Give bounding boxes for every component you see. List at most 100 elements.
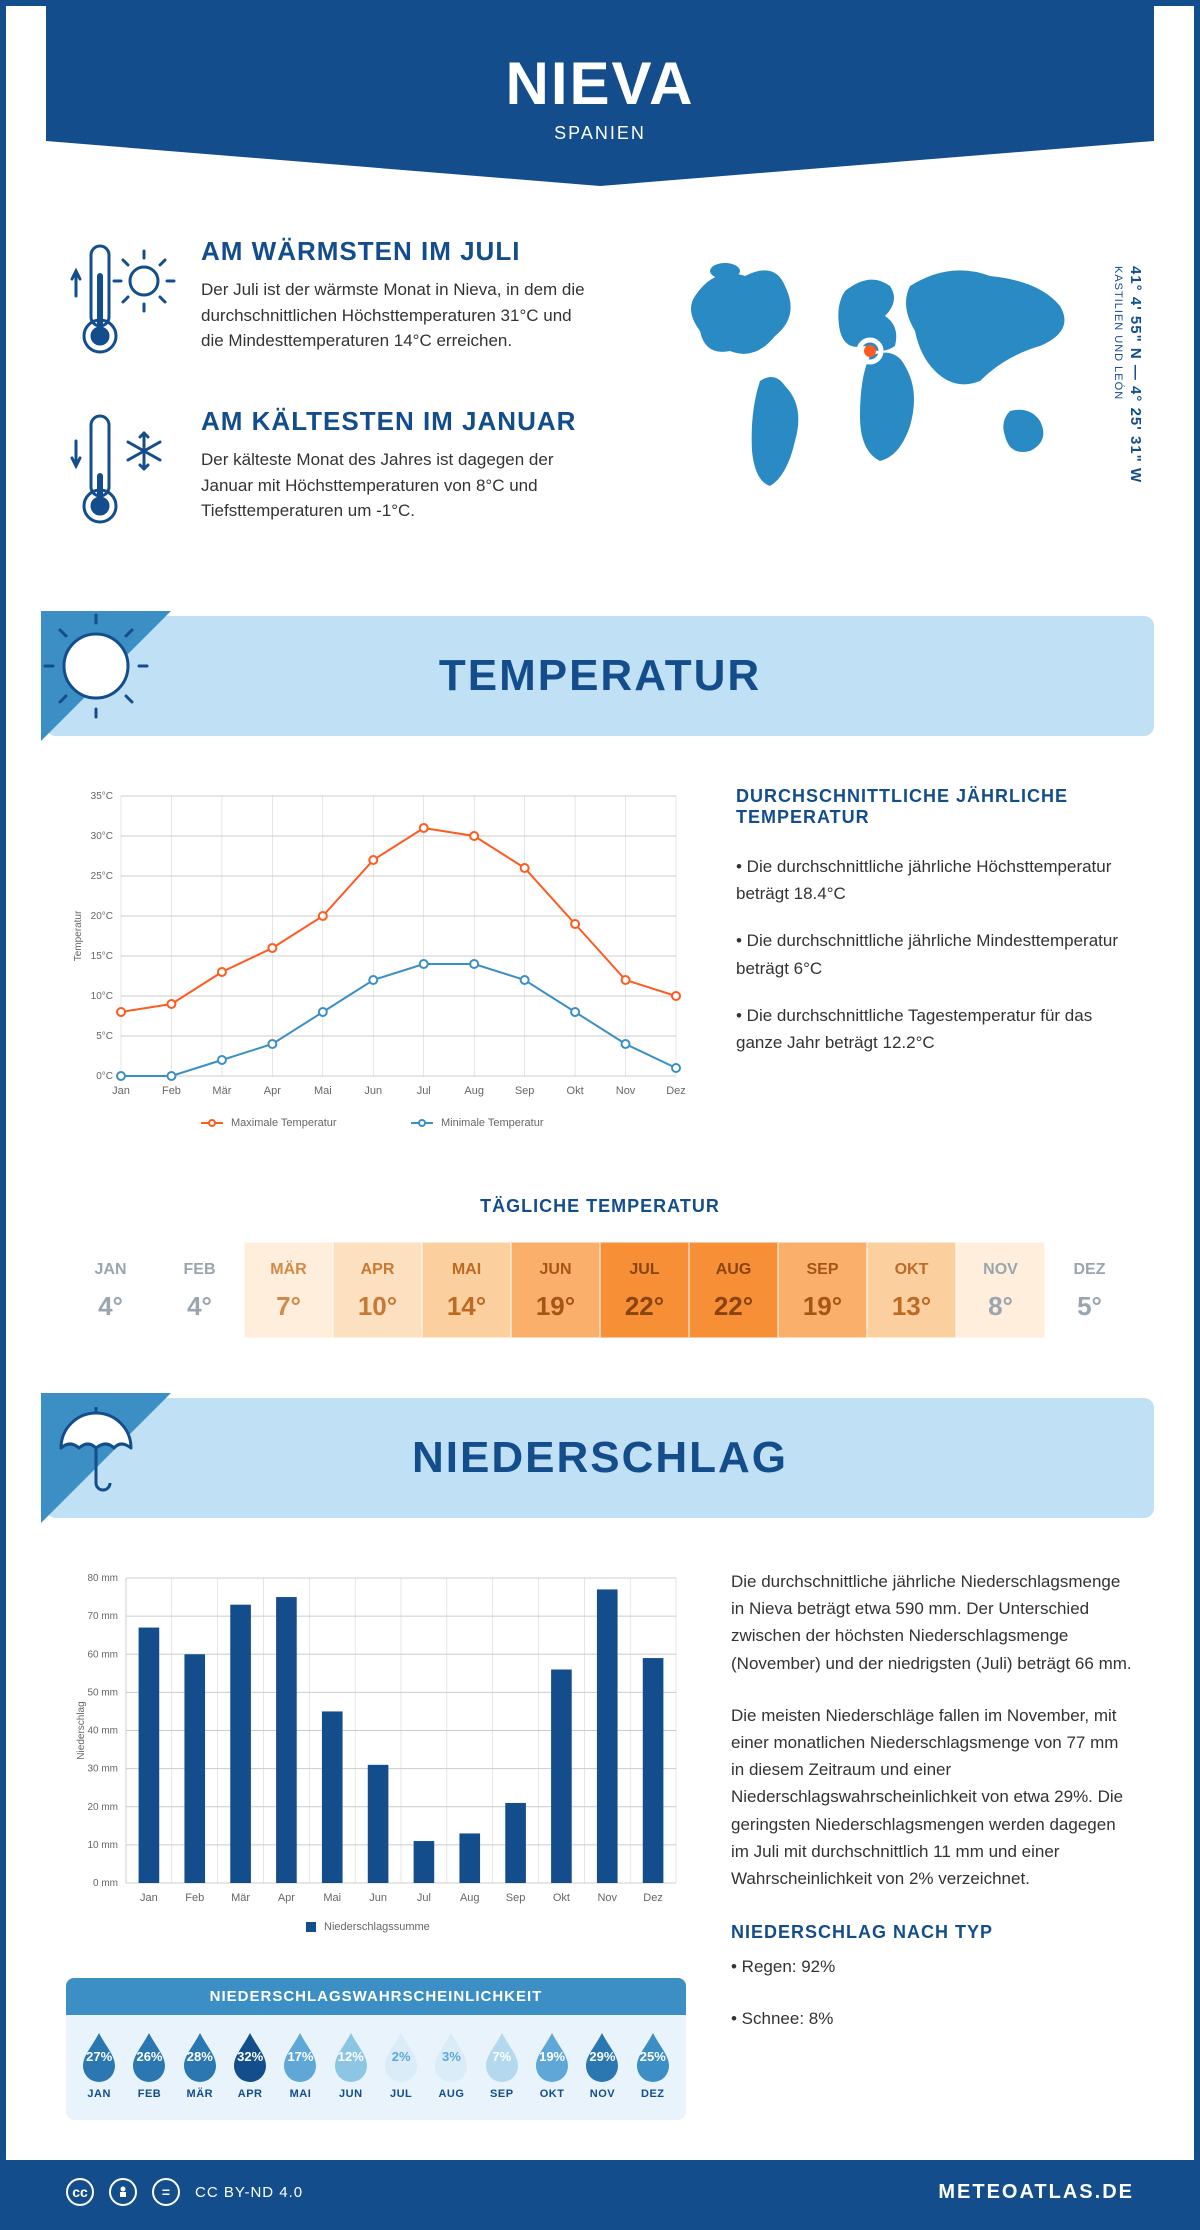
svg-text:Jun: Jun [369, 1892, 387, 1904]
svg-text:Minimale Temperatur: Minimale Temperatur [441, 1117, 544, 1129]
precipitation-bar-chart: 0 mm10 mm20 mm30 mm40 mm50 mm60 mm70 mm8… [66, 1568, 686, 1948]
daily-temp-cell: AUG22° [689, 1242, 778, 1338]
precip-type-title: NIEDERSCHLAG NACH TYP [731, 1922, 1134, 1943]
coords-line2: KASTILIEN UND LEÓN [1112, 266, 1124, 400]
svg-text:50 mm: 50 mm [87, 1687, 118, 1698]
daily-temp-cell: SEP19° [778, 1242, 867, 1338]
probability-cell: 29%NOV [579, 2030, 625, 2100]
daily-temp-cell: JUN19° [511, 1242, 600, 1338]
daily-temp-cell: NOV8° [956, 1242, 1045, 1338]
daily-temp-cell: APR10° [333, 1242, 422, 1338]
probability-cell: 3%AUG [428, 2030, 474, 2100]
fact-warmest: AM WÄRMSTEN IM JULI Der Juli ist der wär… [66, 236, 586, 366]
daily-temp-cell: MÄR7° [244, 1242, 333, 1338]
svg-text:Okt: Okt [567, 1085, 584, 1097]
precipitation-banner: NIEDERSCHLAG [46, 1398, 1154, 1518]
probability-title: NIEDERSCHLAGSWAHRSCHEINLICHKEIT [66, 1978, 686, 2015]
probability-cell: 26%FEB [126, 2030, 172, 2100]
country-name: SPANIEN [554, 123, 646, 144]
svg-text:Jul: Jul [417, 1085, 431, 1097]
probability-cell: 7%SEP [479, 2030, 525, 2100]
precip-type-p2: • Schnee: 8% [731, 2005, 1134, 2032]
precipitation-title: NIEDERSCHLAG [46, 1433, 1154, 1483]
svg-text:15°C: 15°C [91, 951, 113, 962]
nd-icon: = [152, 2178, 180, 2206]
svg-text:Okt: Okt [553, 1892, 570, 1904]
daily-temp-cell: MAI14° [422, 1242, 511, 1338]
umbrella-icon [41, 1393, 171, 1523]
probability-cell: 17%MAI [277, 2030, 323, 2100]
probability-cell: 12%JUN [328, 2030, 374, 2100]
probability-panel: NIEDERSCHLAGSWAHRSCHEINLICHKEIT 27%JAN26… [66, 1978, 686, 2120]
precip-type-p1: • Regen: 92% [731, 1953, 1134, 1980]
temp-text-p1: • Die durchschnittliche jährliche Höchst… [736, 853, 1134, 907]
svg-text:Sep: Sep [515, 1085, 535, 1097]
svg-text:20 mm: 20 mm [87, 1802, 118, 1813]
svg-text:35°C: 35°C [91, 791, 113, 802]
fact-cold-title: AM KÄLTESTEN IM JANUAR [201, 406, 586, 437]
daily-temp-cell: DEZ5° [1045, 1242, 1134, 1338]
daily-temp-cell: JUL22° [600, 1242, 689, 1338]
probability-cell: 19%OKT [529, 2030, 575, 2100]
temperature-row: 0°C5°C10°C15°C20°C25°C30°C35°CJanFebMärA… [6, 736, 1194, 1176]
svg-text:Dez: Dez [666, 1085, 686, 1097]
intro-facts: AM WÄRMSTEN IM JULI Der Juli ist der wär… [66, 236, 586, 576]
temperature-text: DURCHSCHNITTLICHE JÄHRLICHE TEMPERATUR •… [736, 786, 1134, 1146]
svg-text:10 mm: 10 mm [87, 1840, 118, 1851]
svg-text:Sep: Sep [506, 1892, 526, 1904]
header-banner: NIEVA SPANIEN [46, 6, 1154, 186]
svg-text:Jul: Jul [417, 1892, 431, 1904]
svg-text:Nov: Nov [597, 1892, 617, 1904]
svg-text:Jun: Jun [364, 1085, 382, 1097]
svg-text:Feb: Feb [162, 1085, 181, 1097]
intro-section: AM WÄRMSTEN IM JULI Der Juli ist der wär… [6, 186, 1194, 616]
svg-text:Aug: Aug [464, 1085, 484, 1097]
intro-map-column: 41° 4' 55" N — 4° 25' 31" W KASTILIEN UN… [626, 236, 1134, 576]
svg-text:Jan: Jan [140, 1892, 158, 1904]
temp-text-p2: • Die durchschnittliche jährliche Mindes… [736, 927, 1134, 981]
precip-p2: Die meisten Niederschläge fallen im Nove… [731, 1702, 1134, 1892]
svg-text:Jan: Jan [112, 1085, 130, 1097]
svg-text:Maximale Temperatur: Maximale Temperatur [231, 1117, 337, 1129]
probability-cell: 2%JUL [378, 2030, 424, 2100]
temp-text-title: DURCHSCHNITTLICHE JÄHRLICHE TEMPERATUR [736, 786, 1134, 828]
probability-cell: 25%DEZ [630, 2030, 676, 2100]
license-text: CC BY-ND 4.0 [195, 2184, 303, 2201]
daily-temp-cell: OKT13° [867, 1242, 956, 1338]
svg-text:70 mm: 70 mm [87, 1611, 118, 1622]
svg-text:30 mm: 30 mm [87, 1764, 118, 1775]
svg-text:60 mm: 60 mm [87, 1649, 118, 1660]
svg-text:Aug: Aug [460, 1892, 480, 1904]
svg-text:Dez: Dez [643, 1892, 663, 1904]
svg-text:Temperatur: Temperatur [73, 910, 84, 961]
svg-text:Mai: Mai [323, 1892, 341, 1904]
fact-coldest: AM KÄLTESTEN IM JANUAR Der kälteste Mona… [66, 406, 586, 536]
coords-line1: 41° 4' 55" N — 4° 25' 31" W [1127, 266, 1144, 483]
world-map [665, 236, 1095, 516]
svg-text:Mär: Mär [212, 1085, 231, 1097]
svg-text:25°C: 25°C [91, 871, 113, 882]
svg-text:Feb: Feb [185, 1892, 204, 1904]
svg-text:20°C: 20°C [91, 911, 113, 922]
city-name: NIEVA [506, 49, 695, 118]
cc-icon: cc [66, 2178, 94, 2206]
probability-row: 27%JAN26%FEB28%MÄR32%APR17%MAI12%JUN2%JU… [66, 2015, 686, 2105]
temperature-line-chart: 0°C5°C10°C15°C20°C25°C30°C35°CJanFebMärA… [66, 786, 686, 1146]
daily-temp-cell: FEB4° [155, 1242, 244, 1338]
fact-warm-title: AM WÄRMSTEN IM JULI [201, 236, 586, 267]
daily-temp-title: TÄGLICHE TEMPERATUR [6, 1196, 1194, 1217]
svg-text:Niederschlagssumme: Niederschlagssumme [324, 1921, 430, 1933]
svg-text:Niederschlag: Niederschlag [76, 1701, 87, 1759]
temperature-banner: TEMPERATUR [46, 616, 1154, 736]
temp-text-p3: • Die durchschnittliche Tagestemperatur … [736, 1002, 1134, 1056]
probability-cell: 32%APR [227, 2030, 273, 2100]
fact-cold-text: Der kälteste Monat des Jahres ist dagege… [201, 447, 586, 524]
svg-text:5°C: 5°C [96, 1031, 113, 1042]
probability-cell: 28%MÄR [177, 2030, 223, 2100]
svg-text:Apr: Apr [264, 1085, 281, 1097]
svg-text:0 mm: 0 mm [93, 1878, 118, 1889]
svg-text:0°C: 0°C [96, 1071, 113, 1082]
fact-warm-content: AM WÄRMSTEN IM JULI Der Juli ist der wär… [201, 236, 586, 366]
coordinates: 41° 4' 55" N — 4° 25' 31" W KASTILIEN UN… [1110, 266, 1144, 483]
header-wrap: NIEVA SPANIEN [6, 6, 1194, 186]
